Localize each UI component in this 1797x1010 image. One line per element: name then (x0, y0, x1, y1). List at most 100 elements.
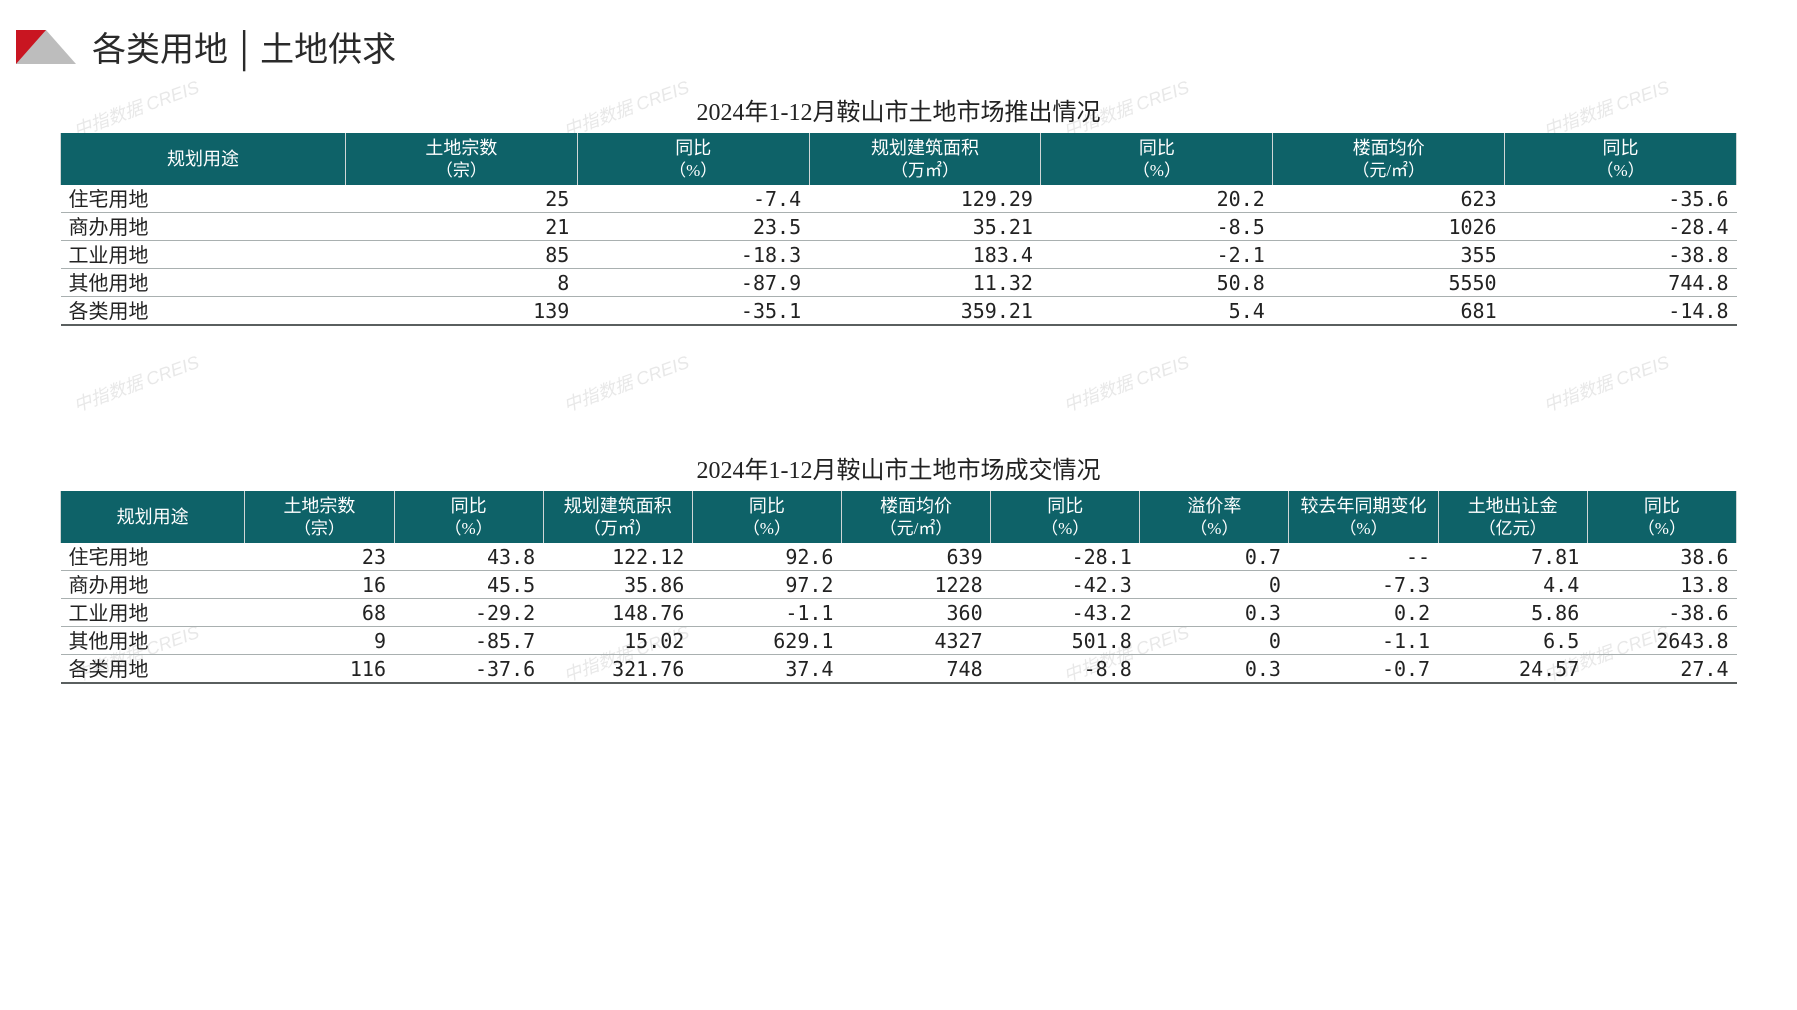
cell-value: 360 (841, 598, 990, 626)
cell-value: 355 (1273, 240, 1505, 268)
page-title: 各类用地│土地供求 (92, 22, 396, 71)
cell-value: -14.8 (1505, 296, 1737, 325)
section-supply: 2024年1-12月鞍山市土地市场推出情况 规划用途土地宗数（宗）同比（%）规划… (60, 92, 1737, 326)
column-header: 溢价率（%） (1140, 491, 1289, 543)
cell-value: 359.21 (809, 296, 1041, 325)
column-header: 规划建筑面积（万㎡） (809, 133, 1041, 185)
cell-value: -37.6 (394, 654, 543, 683)
cell-value: 45.5 (394, 570, 543, 598)
column-header: 楼面均价（元/㎡） (1273, 133, 1505, 185)
column-header: 同比（%） (394, 491, 543, 543)
cell-value: -8.5 (1041, 212, 1273, 240)
row-label: 住宅用地 (61, 543, 245, 571)
cell-value: 639 (841, 543, 990, 571)
cell-value: 24.57 (1438, 654, 1587, 683)
cell-value: -1.1 (692, 598, 841, 626)
watermark: 中指数据 CREIS (70, 348, 203, 418)
cell-value: 23.5 (577, 212, 809, 240)
cell-value: 0 (1140, 570, 1289, 598)
row-label: 工业用地 (61, 240, 346, 268)
cell-value: 183.4 (809, 240, 1041, 268)
cell-value: -8.8 (991, 654, 1140, 683)
cell-value: 25 (345, 185, 577, 213)
cell-value: 5550 (1273, 268, 1505, 296)
column-header: 同比（%） (1505, 133, 1737, 185)
table-row: 商办用地2123.535.21-8.51026-28.4 (61, 212, 1737, 240)
cell-value: 11.32 (809, 268, 1041, 296)
cell-value: 0 (1140, 626, 1289, 654)
row-label: 住宅用地 (61, 185, 346, 213)
cell-value: 7.81 (1438, 543, 1587, 571)
table-row: 住宅用地2343.8122.1292.6639-28.10.7--7.8138.… (61, 543, 1737, 571)
cell-value: 23 (245, 543, 394, 571)
cell-value: -- (1289, 543, 1438, 571)
cell-value: -43.2 (991, 598, 1140, 626)
table-row: 各类用地116-37.6321.7637.4748-8.80.3-0.724.5… (61, 654, 1737, 683)
cell-value: 122.12 (543, 543, 692, 571)
cell-value: -87.9 (577, 268, 809, 296)
row-label: 其他用地 (61, 268, 346, 296)
cell-value: 6.5 (1438, 626, 1587, 654)
cell-value: 43.8 (394, 543, 543, 571)
cell-value: 50.8 (1041, 268, 1273, 296)
cell-value: 501.8 (991, 626, 1140, 654)
logo-mark (16, 30, 76, 64)
cell-value: 4.4 (1438, 570, 1587, 598)
cell-value: 8 (345, 268, 577, 296)
table2: 规划用途土地宗数（宗）同比（%）规划建筑面积（万㎡）同比（%）楼面均价（元/㎡）… (60, 491, 1737, 684)
cell-value: -38.6 (1587, 598, 1736, 626)
table-row: 工业用地85-18.3183.4-2.1355-38.8 (61, 240, 1737, 268)
cell-value: 68 (245, 598, 394, 626)
column-header: 较去年同期变化（%） (1289, 491, 1438, 543)
column-header: 规划建筑面积（万㎡） (543, 491, 692, 543)
cell-value: -2.1 (1041, 240, 1273, 268)
cell-value: 5.4 (1041, 296, 1273, 325)
cell-value: 15.02 (543, 626, 692, 654)
column-header: 同比（%） (1041, 133, 1273, 185)
cell-value: 116 (245, 654, 394, 683)
cell-value: -38.8 (1505, 240, 1737, 268)
table-row: 其他用地8-87.911.3250.85550744.8 (61, 268, 1737, 296)
cell-value: -18.3 (577, 240, 809, 268)
page-title-left: 各类用地 (92, 32, 228, 69)
cell-value: 0.7 (1140, 543, 1289, 571)
cell-value: 5.86 (1438, 598, 1587, 626)
cell-value: 748 (841, 654, 990, 683)
cell-value: 1228 (841, 570, 990, 598)
table-row: 各类用地139-35.1359.215.4681-14.8 (61, 296, 1737, 325)
cell-value: -7.3 (1289, 570, 1438, 598)
cell-value: 139 (345, 296, 577, 325)
cell-value: 129.29 (809, 185, 1041, 213)
row-label: 商办用地 (61, 212, 346, 240)
cell-value: 85 (345, 240, 577, 268)
cell-value: -42.3 (991, 570, 1140, 598)
cell-value: 35.86 (543, 570, 692, 598)
cell-value: 37.4 (692, 654, 841, 683)
column-header: 规划用途 (61, 491, 245, 543)
cell-value: -29.2 (394, 598, 543, 626)
page-title-separator: │ (228, 32, 260, 69)
table-row: 住宅用地25-7.4129.2920.2623-35.6 (61, 185, 1737, 213)
cell-value: 2643.8 (1587, 626, 1736, 654)
cell-value: 20.2 (1041, 185, 1273, 213)
column-header: 同比（%） (1587, 491, 1736, 543)
cell-value: -85.7 (394, 626, 543, 654)
cell-value: 27.4 (1587, 654, 1736, 683)
table-row: 工业用地68-29.2148.76-1.1360-43.20.30.25.86-… (61, 598, 1737, 626)
watermark: 中指数据 CREIS (1540, 348, 1673, 418)
section-transaction: 2024年1-12月鞍山市土地市场成交情况 规划用途土地宗数（宗）同比（%）规划… (60, 450, 1737, 684)
row-label: 各类用地 (61, 654, 245, 683)
column-header: 同比（%） (991, 491, 1140, 543)
cell-value: 629.1 (692, 626, 841, 654)
cell-value: 21 (345, 212, 577, 240)
cell-value: 4327 (841, 626, 990, 654)
cell-value: 148.76 (543, 598, 692, 626)
cell-value: 0.3 (1140, 654, 1289, 683)
column-header: 土地宗数（宗） (245, 491, 394, 543)
cell-value: -35.6 (1505, 185, 1737, 213)
table1-title: 2024年1-12月鞍山市土地市场推出情况 (60, 92, 1737, 127)
table-row: 其他用地9-85.715.02629.14327501.80-1.16.5264… (61, 626, 1737, 654)
page-title-right: 土地供求 (260, 32, 396, 69)
table1: 规划用途土地宗数（宗）同比（%）规划建筑面积（万㎡）同比（%）楼面均价（元/㎡）… (60, 133, 1737, 326)
cell-value: 13.8 (1587, 570, 1736, 598)
